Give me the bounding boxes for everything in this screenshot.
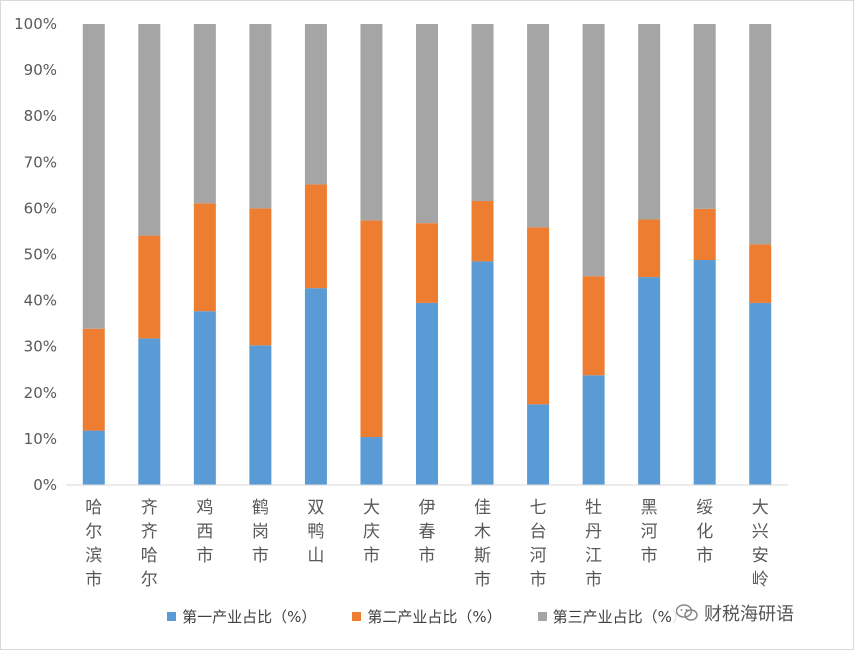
bar-segment-series-3 xyxy=(304,24,327,185)
bars xyxy=(82,24,772,485)
bar-segment-series-1 xyxy=(416,302,438,485)
bar-segment-series-1 xyxy=(527,404,550,485)
y-axis: 0% 10% 20% 30% 40% 50% 60% 70% 80% 90% 100% xyxy=(14,15,57,494)
legend-swatch-series-3 xyxy=(537,611,547,621)
bar-segment-series-2 xyxy=(527,227,550,405)
y-tick-label: 0% xyxy=(33,476,57,494)
y-tick-label: 10% xyxy=(24,430,57,448)
watermark: 财税海研语 xyxy=(672,598,798,628)
x-tick-label: 七台河市 xyxy=(530,498,547,590)
bar-segment-series-3 xyxy=(360,24,383,221)
x-tick-label: 鸡西市 xyxy=(196,498,213,566)
x-tick-label: 牡丹江市 xyxy=(585,498,602,590)
legend-swatch-series-2 xyxy=(352,611,362,621)
bar-segment-series-2 xyxy=(416,223,438,303)
legend-swatch-series-1 xyxy=(167,611,177,621)
bar-segment-series-1 xyxy=(693,260,716,485)
bar-segment-series-3 xyxy=(749,24,772,245)
bar-segment-series-3 xyxy=(138,24,161,236)
x-axis: 哈尔滨市 齐齐哈尔 鸡西市 鹤岗市 双鸭山 大庆市 伊春市 佳木斯市 七台河市 牡丹江市 黑河市 绥化… xyxy=(66,484,788,590)
bar-segment-series-2 xyxy=(360,220,383,438)
watermark-text: 财税海研语 xyxy=(704,604,794,625)
bar-segment-series-2 xyxy=(304,184,327,289)
x-tick-label: 黑河市 xyxy=(641,498,658,566)
bar-segment-series-1 xyxy=(193,311,216,485)
legend-item-series-2: 第二产业占比（%） xyxy=(352,606,502,627)
bar-segment-series-2 xyxy=(749,244,772,303)
bar-segment-series-3 xyxy=(693,24,716,209)
legend-label-series-1: 第一产业占比（%） xyxy=(182,607,317,626)
legend-label-series-2: 第二产业占比（%） xyxy=(367,607,502,626)
wechat-icon xyxy=(675,604,698,622)
x-tick-label: 鹤岗市 xyxy=(252,498,269,566)
y-tick-label: 100% xyxy=(14,15,57,33)
bar-segment-series-2 xyxy=(138,235,161,339)
x-tick-label: 齐齐哈尔 xyxy=(141,498,158,590)
bar-segment-series-2 xyxy=(582,276,605,376)
bar-segment-series-3 xyxy=(82,24,105,329)
bar-segment-series-1 xyxy=(360,437,383,485)
y-tick-label: 30% xyxy=(24,338,57,356)
x-tick-label: 哈尔滨市 xyxy=(85,498,102,590)
bar-segment-series-1 xyxy=(471,261,494,485)
x-tick-label: 伊春市 xyxy=(419,498,436,566)
bar-segment-series-3 xyxy=(416,24,438,224)
legend-item-series-3: 第三产业占比（%） xyxy=(537,606,687,627)
bar-segment-series-3 xyxy=(249,24,272,209)
y-tick-label: 40% xyxy=(24,292,57,310)
bar-segment-series-2 xyxy=(693,208,716,261)
x-tick-label: 佳木斯市 xyxy=(474,498,491,590)
bar-segment-series-1 xyxy=(582,375,605,485)
bar-segment-series-3 xyxy=(638,24,661,220)
bar-segment-series-3 xyxy=(193,24,216,204)
y-tick-label: 80% xyxy=(24,107,57,125)
bar-segment-series-2 xyxy=(249,208,272,346)
x-tick-label: 双鸭山 xyxy=(307,498,324,566)
legend-label-series-3: 第三产业占比（%） xyxy=(552,607,687,626)
y-tick-label: 50% xyxy=(24,246,57,264)
bar-segment-series-2 xyxy=(193,203,216,312)
y-tick-label: 60% xyxy=(24,199,57,217)
bar-segment-series-3 xyxy=(527,24,550,228)
bar-segment-series-1 xyxy=(249,345,272,485)
bar-segment-series-2 xyxy=(471,201,494,262)
y-tick-label: 70% xyxy=(24,153,57,171)
y-tick-label: 20% xyxy=(24,384,57,402)
bar-segment-series-1 xyxy=(304,288,327,485)
y-tick-label: 90% xyxy=(24,61,57,79)
bar-segment-series-2 xyxy=(638,219,661,278)
bar-segment-series-3 xyxy=(582,24,605,277)
x-tick-label: 大庆市 xyxy=(363,498,380,566)
bar-segment-series-1 xyxy=(82,430,105,485)
bar-segment-series-1 xyxy=(638,277,661,485)
legend-item-series-1: 第一产业占比（%） xyxy=(167,606,316,627)
bar-segment-series-3 xyxy=(471,24,494,202)
bar-segment-series-1 xyxy=(138,338,161,485)
legend: 第一产业占比（%） 第二产业占比（%） 第三产业占比（%） xyxy=(0,604,854,628)
bar-segment-series-2 xyxy=(82,328,105,431)
x-tick-label: 大兴安岭 xyxy=(752,498,769,590)
x-tick-label: 绥化市 xyxy=(696,498,713,566)
bar-segment-series-1 xyxy=(749,302,772,485)
